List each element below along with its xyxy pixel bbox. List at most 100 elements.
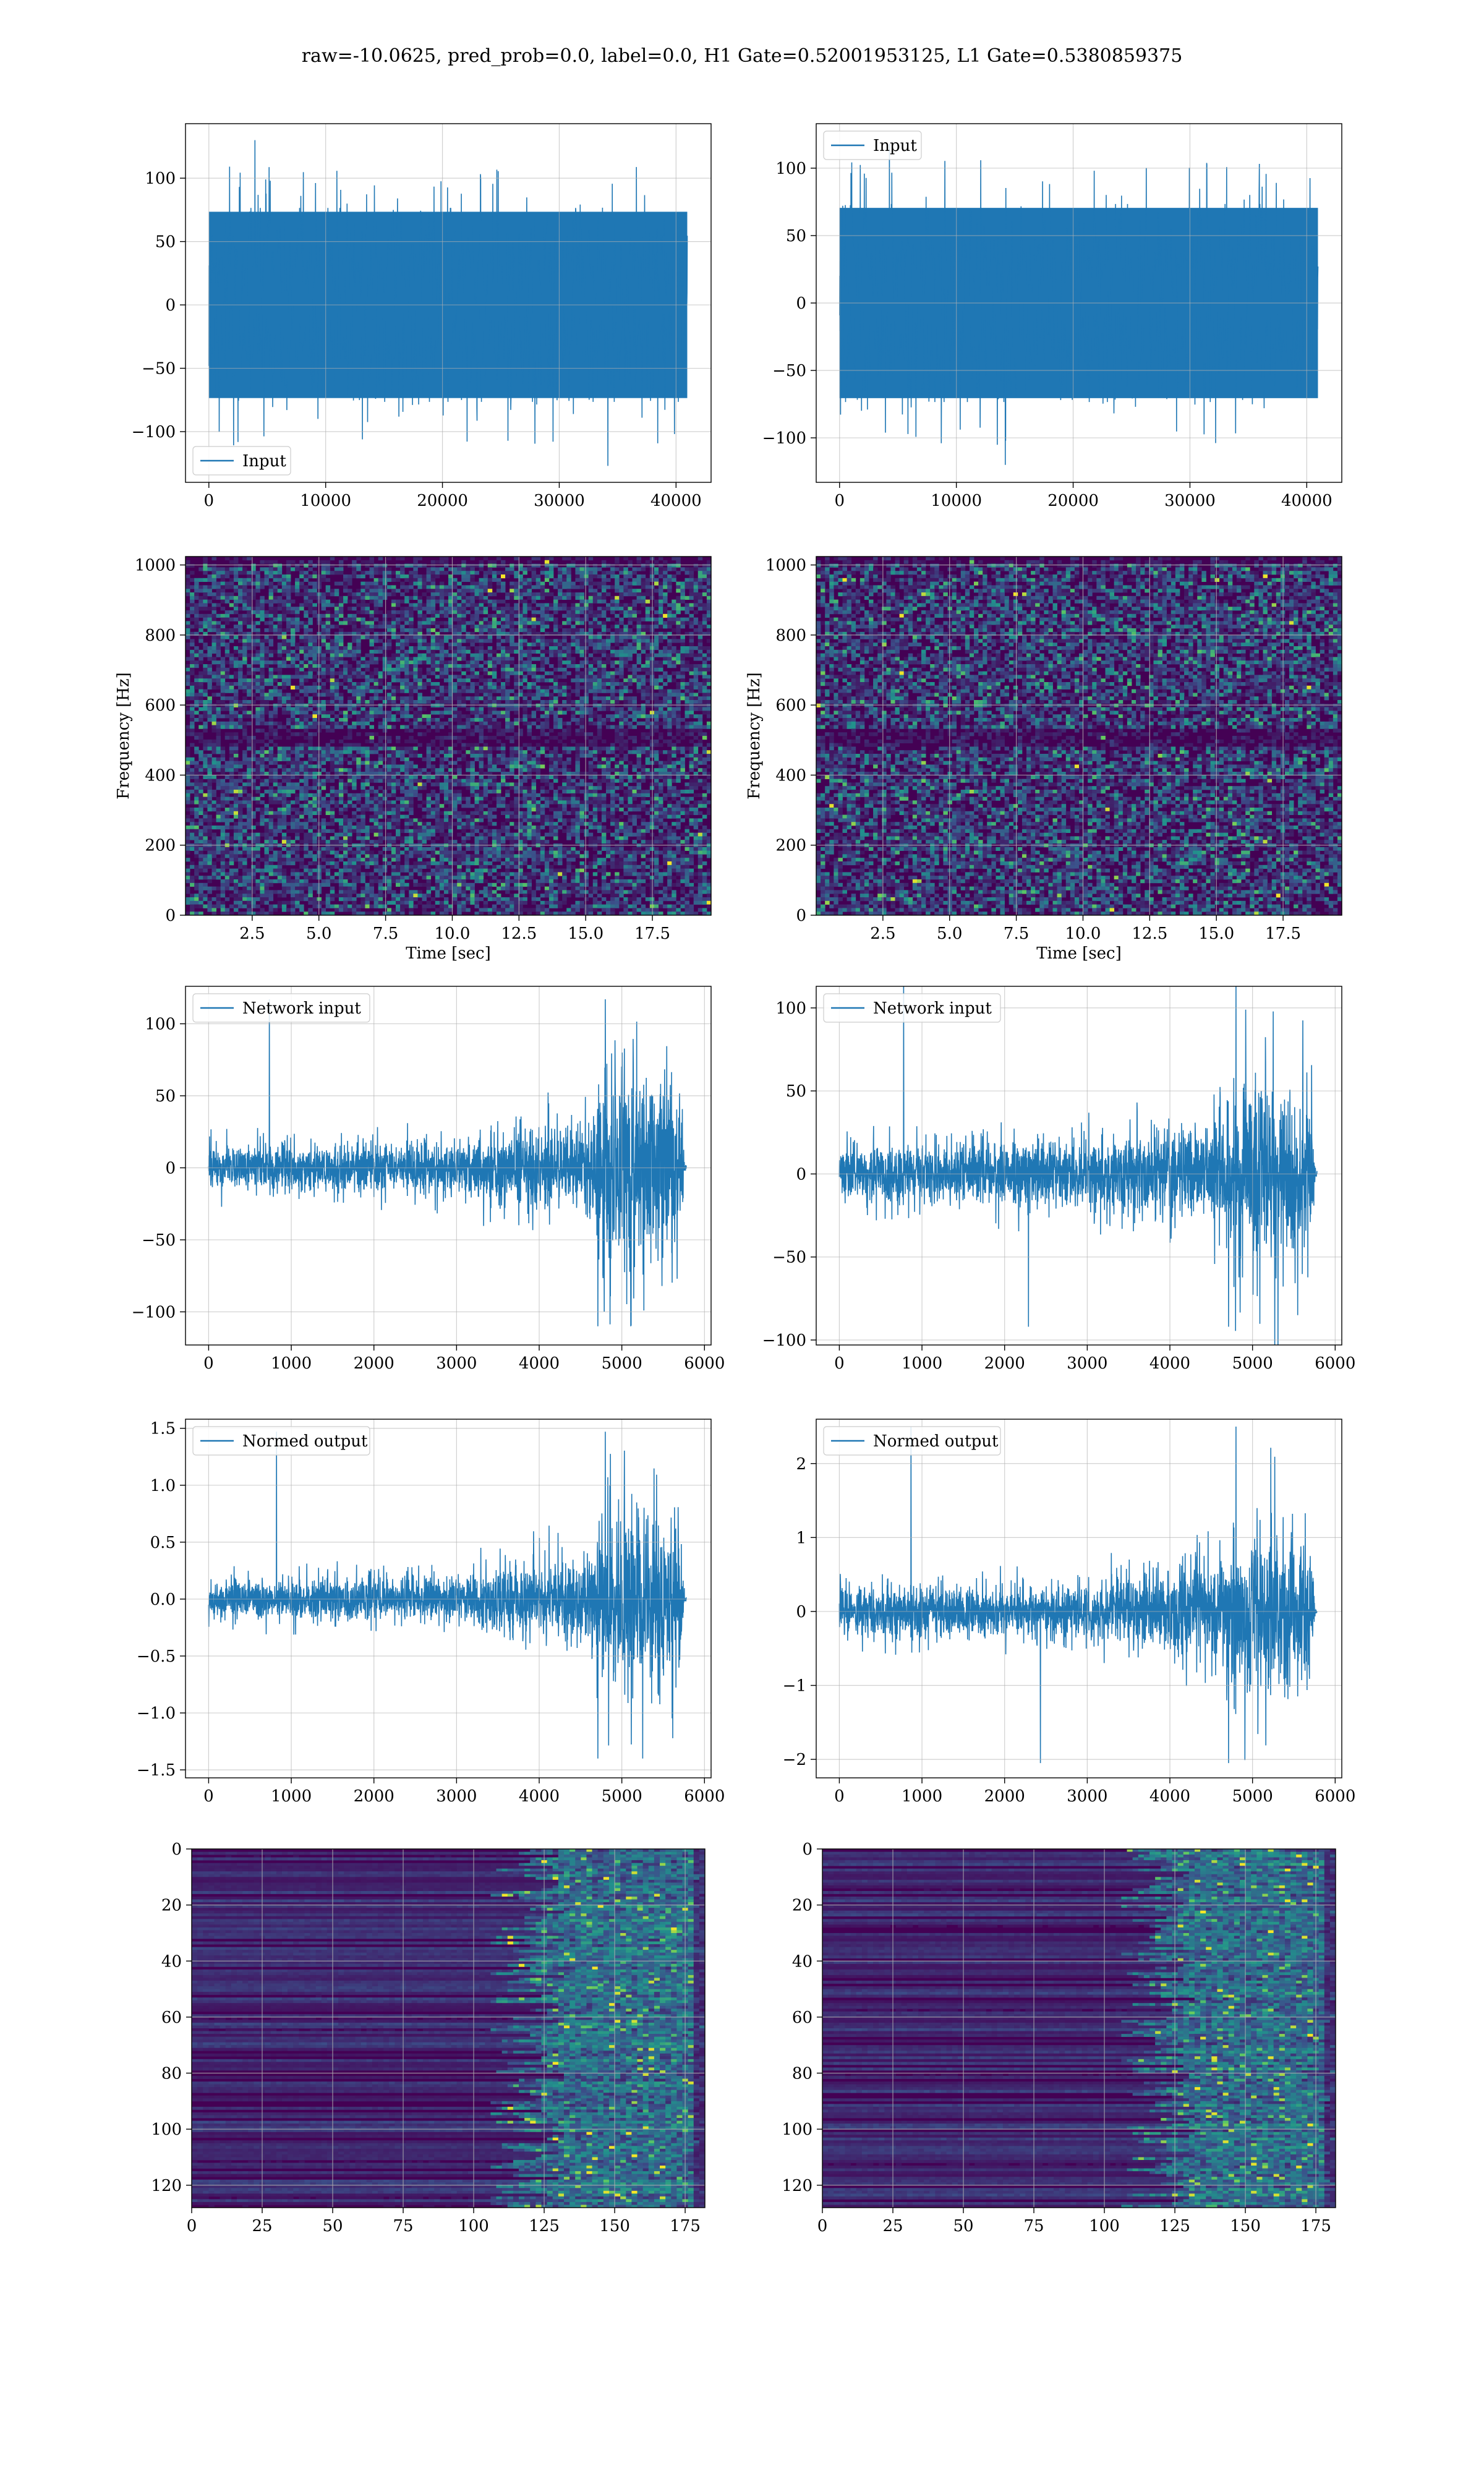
x-tick-label: 50 (322, 2217, 343, 2235)
x-tick-label: 100 (458, 2217, 489, 2235)
legend-label: Input (873, 137, 917, 155)
x-tick-label: 10.0 (435, 924, 471, 943)
x-tick-label: 4000 (519, 1354, 560, 1373)
x-tick-label: 20000 (417, 492, 468, 510)
x-tick-label: 3000 (1067, 1354, 1107, 1373)
x-tick-label: 6000 (1315, 1354, 1355, 1373)
legend-label: Normed output (242, 1432, 368, 1451)
x-tick-label: 6000 (684, 1354, 725, 1373)
y-tick-label: −50 (142, 360, 176, 378)
x-tick-label: 0 (835, 492, 845, 510)
y-tick-label: 0 (796, 907, 806, 925)
x-tick-label: 17.5 (1265, 924, 1301, 943)
y-tick-label: 200 (775, 837, 806, 855)
legend-label: Network input (873, 999, 992, 1018)
x-tick-label: 2000 (984, 1787, 1025, 1806)
x-tick-label: 50 (953, 2217, 973, 2235)
y-tick-label: 100 (151, 2120, 182, 2139)
y-tick-label: 0 (171, 1840, 182, 1859)
x-axis-label: Time [sec] (406, 944, 491, 963)
x-tick-label: 1000 (902, 1787, 942, 1806)
y-tick-label: 60 (792, 2009, 812, 2027)
y-tick-label: −1 (783, 1677, 806, 1696)
x-tick-label: 4000 (1149, 1354, 1190, 1373)
x-tick-label: 12.5 (1132, 924, 1167, 943)
legend: Input (193, 446, 291, 475)
series-line-input (209, 140, 688, 466)
y-tick-label: 400 (775, 766, 806, 785)
y-tick-label: 20 (792, 1897, 812, 1915)
y-tick-label: 1 (796, 1529, 806, 1547)
x-tick-label: 0 (834, 1787, 845, 1806)
y-tick-label: −100 (762, 1331, 806, 1350)
x-tick-label: 25 (252, 2217, 272, 2235)
legend: Normed output (824, 1427, 1000, 1455)
y-tick-label: 0 (796, 294, 806, 313)
series-line-network-input (839, 986, 1316, 1350)
y-tick-label: 600 (145, 696, 176, 715)
x-tick-label: 3000 (1067, 1787, 1107, 1806)
x-tick-label: 0 (817, 2217, 828, 2235)
legend: Network input (193, 994, 370, 1022)
plot-area (209, 140, 688, 466)
y-tick-label: −100 (132, 1303, 176, 1321)
y-tick-label: 800 (145, 626, 176, 645)
y-tick-label: 50 (155, 233, 176, 252)
x-tick-label: 2000 (354, 1354, 394, 1373)
x-tick-label: 125 (529, 2217, 560, 2235)
x-tick-label: 2.5 (239, 924, 265, 943)
x-tick-label: 10000 (300, 492, 351, 510)
x-tick-label: 3000 (436, 1354, 477, 1373)
y-tick-label: 100 (782, 2120, 812, 2139)
y-tick-label: 40 (161, 1952, 182, 1971)
legend: Network input (824, 994, 1000, 1022)
y-tick-label: 200 (145, 837, 176, 855)
y-tick-label: 800 (775, 626, 806, 645)
x-tick-label: 5.0 (306, 924, 331, 943)
spectrogram-cells (186, 557, 711, 915)
y-tick-label: 100 (145, 169, 176, 188)
plot-area (208, 999, 686, 1326)
activation-cells (192, 1849, 705, 2208)
y-tick-label: 2 (796, 1455, 806, 1474)
y-tick-label: 0.5 (150, 1534, 176, 1552)
x-tick-label: 40000 (650, 492, 702, 510)
legend-label: Network input (242, 999, 361, 1018)
y-axis-label: Frequency [Hz] (745, 672, 764, 800)
plot-area (840, 144, 1318, 465)
y-tick-label: 1.5 (150, 1420, 176, 1438)
x-tick-label: 0 (187, 2217, 197, 2235)
x-tick-label: 5000 (602, 1354, 642, 1373)
y-tick-label: 1.0 (150, 1477, 176, 1495)
y-tick-label: 20 (161, 1897, 182, 1915)
x-tick-label: 30000 (534, 492, 585, 510)
y-tick-label: 50 (786, 1082, 806, 1101)
y-tick-label: −50 (772, 1249, 806, 1267)
y-tick-label: 1000 (135, 557, 176, 575)
activation-cells (822, 1849, 1336, 2208)
legend-label: Normed output (873, 1432, 999, 1451)
x-tick-label: 2000 (354, 1787, 394, 1806)
x-tick-label: 2000 (984, 1354, 1025, 1373)
x-tick-label: 15.0 (1198, 924, 1234, 943)
x-tick-label: 12.5 (501, 924, 537, 943)
x-tick-label: 30000 (1164, 492, 1216, 510)
x-tick-label: 6000 (684, 1787, 725, 1806)
x-tick-label: 5000 (1232, 1354, 1273, 1373)
y-tick-label: 0 (796, 1165, 806, 1184)
y-tick-label: 600 (775, 696, 806, 715)
y-tick-label: 0 (802, 1840, 812, 1859)
y-tick-label: −1.0 (137, 1704, 176, 1723)
x-tick-label: 75 (393, 2217, 413, 2235)
plot-area (208, 1432, 686, 1758)
plot-area (186, 557, 711, 915)
figure-suptitle: raw=-10.0625, pred_prob=0.0, label=0.0, … (302, 45, 1183, 67)
y-tick-label: 0 (796, 1603, 806, 1621)
x-tick-label: 175 (1300, 2217, 1331, 2235)
